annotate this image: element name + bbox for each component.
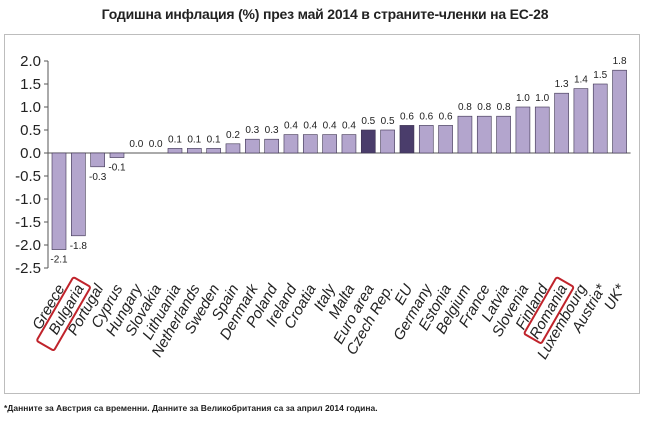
footnote: *Данните за Австрия са временни. Данните…: [4, 403, 378, 413]
data-label: -2.1: [50, 255, 68, 266]
chart-labels: -2.1Greece-1.8Bulgaria-0.3Portugal-0.1Cy…: [29, 56, 629, 362]
bar: [515, 106, 531, 154]
bar: [592, 83, 608, 154]
bar: [418, 125, 434, 154]
bar: [360, 129, 376, 154]
bar: [322, 134, 337, 154]
data-label: 0.6: [439, 111, 453, 122]
data-label: 0.8: [458, 102, 472, 113]
data-label: 0.5: [381, 116, 395, 127]
bar: [457, 115, 473, 154]
y-tick-label: 1.0: [20, 99, 41, 116]
bar: [187, 148, 202, 154]
data-label: 0.8: [497, 102, 511, 113]
chart-frame: [4, 34, 640, 394]
data-label: 0.4: [342, 121, 356, 132]
bar: [573, 88, 589, 154]
y-tick-label: -2.0: [15, 237, 41, 254]
y-tick-label: 0.0: [20, 145, 41, 162]
y-tick-label: 1.5: [20, 76, 41, 93]
data-label: 0.5: [361, 116, 375, 127]
bar: [496, 115, 511, 154]
bar: [438, 125, 453, 154]
bar: [283, 134, 299, 154]
bar: [225, 143, 241, 154]
y-tick-label: -2.5: [15, 260, 41, 277]
chart-axes: 2.0 1.5 1.0 0.5 0.0 -0.5 -1.0 -1.5 -2.0 -2.5: [15, 53, 631, 277]
y-tick-label: -0.5: [15, 168, 41, 185]
bar: [206, 148, 221, 154]
data-label: 0.6: [400, 111, 414, 122]
data-label: 1.0: [516, 93, 530, 104]
data-label: 0.6: [419, 111, 433, 122]
data-label: 0.1: [187, 134, 201, 145]
y-tick-label: 2.0: [20, 53, 41, 70]
y-tick-label: 0.5: [20, 122, 41, 139]
data-label: 0.3: [245, 125, 259, 136]
bar: [476, 115, 492, 154]
bar: [109, 152, 125, 158]
data-label: -0.1: [108, 163, 126, 174]
data-label: 1.3: [555, 79, 569, 90]
data-label: -0.3: [89, 172, 107, 183]
bar: [380, 129, 395, 154]
bar: [71, 152, 86, 237]
y-tick-label: -1.5: [15, 214, 41, 231]
chart-title: Годишна инфлация (%) през май 2014 в стр…: [101, 6, 549, 22]
bar: [534, 106, 550, 154]
data-label: 0.0: [149, 139, 163, 150]
bar: [554, 92, 569, 154]
data-label: 0.8: [477, 102, 491, 113]
bar: [245, 138, 260, 154]
data-label: 0.1: [207, 134, 221, 145]
bar: [399, 125, 415, 154]
data-label: 0.2: [226, 130, 240, 141]
data-label: 0.4: [323, 121, 337, 132]
bar: [612, 69, 627, 154]
bar: [167, 148, 183, 154]
highlight-box: [523, 276, 575, 344]
bar: [51, 152, 67, 250]
data-label: 1.5: [593, 70, 607, 81]
data-label: 1.8: [613, 56, 627, 67]
data-label: 0.1: [168, 134, 182, 145]
chart-bars: [51, 69, 627, 250]
data-label: 1.0: [535, 93, 549, 104]
data-label: 1.4: [574, 75, 588, 86]
data-label: 0.0: [129, 139, 143, 150]
bar: [341, 134, 357, 154]
bar: [264, 138, 279, 154]
y-tick-label: -1.0: [15, 191, 41, 208]
data-label: 0.4: [284, 121, 298, 132]
bar: [302, 134, 318, 154]
category-label: UK*: [601, 281, 630, 314]
data-label: 0.4: [303, 121, 317, 132]
highlight-box: [36, 276, 91, 352]
data-label: -1.8: [70, 241, 88, 252]
data-label: 0.3: [265, 125, 279, 136]
bar: [90, 152, 105, 168]
